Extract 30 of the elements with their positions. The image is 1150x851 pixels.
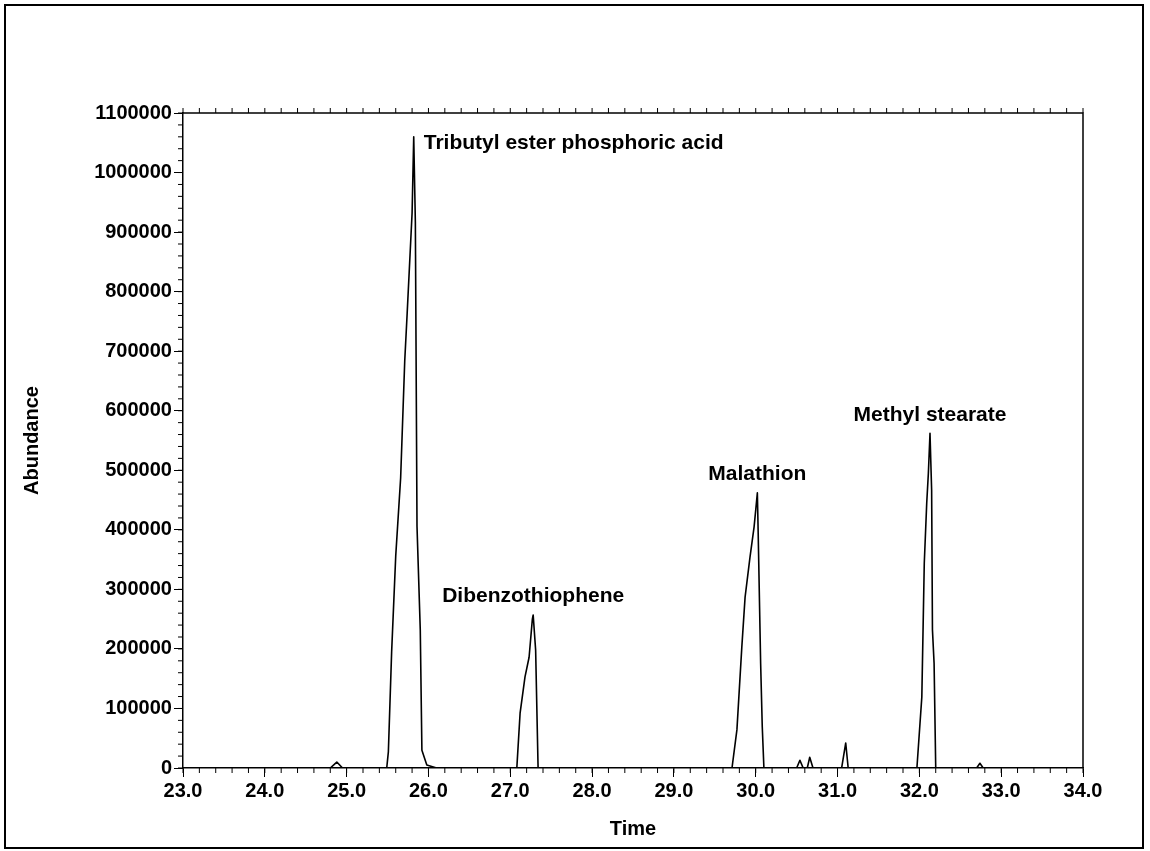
x-tick-label: 24.0 — [245, 778, 285, 801]
y-tick-label: 700000 — [105, 338, 172, 361]
annotation: Methyl stearate — [853, 401, 1007, 425]
x-tick-label: 27.0 — [490, 778, 530, 801]
x-tick-label: 32.0 — [899, 778, 939, 801]
y-tick-label: 400000 — [105, 517, 172, 540]
x-axis-title: Time — [609, 816, 657, 839]
x-tick-label: 31.0 — [818, 778, 858, 801]
y-tick-label: 800000 — [105, 279, 172, 302]
y-tick-label: 1000000 — [94, 160, 172, 183]
x-tick-label: 26.0 — [408, 778, 448, 801]
y-axis-title: Abundance — [19, 386, 42, 495]
x-tick-label: 29.0 — [654, 778, 694, 801]
annotation: Dibenzothiophene — [442, 583, 625, 607]
annotation: Malathion — [708, 461, 807, 485]
x-tick-label: 28.0 — [572, 778, 612, 801]
x-tick-label: 34.0 — [1063, 778, 1103, 801]
annotation: Tributyl ester phosphoric acid — [423, 130, 724, 154]
y-tick-label: 100000 — [105, 695, 172, 718]
y-tick-label: 500000 — [105, 457, 172, 480]
x-tick-label: 23.0 — [163, 778, 203, 801]
y-tick-label: 200000 — [105, 636, 172, 659]
x-tick-label: 30.0 — [736, 778, 776, 801]
y-tick-label: 900000 — [105, 219, 172, 242]
y-tick-label: 0 — [160, 755, 172, 778]
y-tick-label: 1100000 — [95, 100, 172, 123]
y-tick-label: 300000 — [105, 576, 172, 599]
x-tick-label: 25.0 — [327, 778, 367, 801]
x-tick-label: 33.0 — [981, 778, 1021, 801]
y-tick-label: 600000 — [105, 398, 172, 421]
